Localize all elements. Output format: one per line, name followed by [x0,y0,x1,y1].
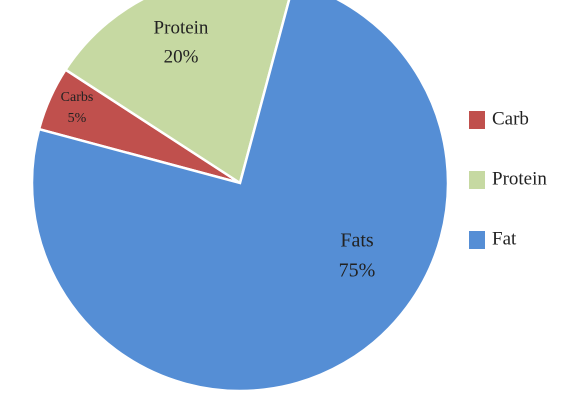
pie-slice [30,0,450,393]
slice-value-label: 20% [164,46,199,67]
slice-value-label: 75% [339,260,376,282]
legend-swatch [469,171,485,189]
legend-label: Fat [492,228,517,249]
pie-slice [63,0,291,185]
slice-label: Carbs [61,90,94,105]
slice-value-label: 5% [68,111,87,126]
legend-label: Protein [492,168,547,189]
slice-label: Fats [340,230,374,252]
legend-label: Carb [492,108,529,129]
legend-swatch [469,231,485,249]
legend-swatch [469,111,485,129]
slice-label: Protein [154,17,209,38]
